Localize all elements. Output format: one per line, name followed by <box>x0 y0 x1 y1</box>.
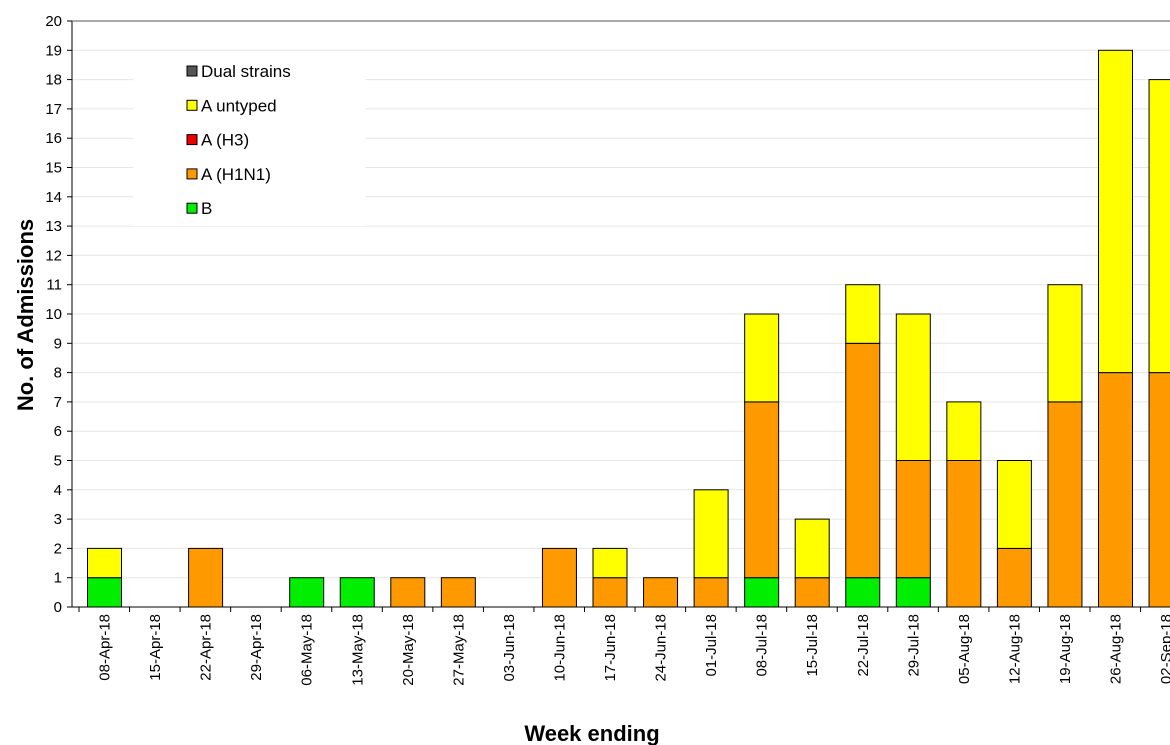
legend-swatch <box>186 168 198 180</box>
y-tick-label: 14 <box>45 189 62 206</box>
y-tick-label: 5 <box>54 453 62 470</box>
y-tick-label: 19 <box>45 42 62 59</box>
x-tick-label: 15-Apr-18 <box>147 614 164 681</box>
y-tick-label: 7 <box>54 394 62 411</box>
bar-segment <box>895 460 931 579</box>
bar-segment <box>693 577 729 608</box>
x-tick-label: 08-Apr-18 <box>97 614 114 681</box>
bar-segment <box>1098 49 1133 374</box>
x-tick-label: 22-Apr-18 <box>198 614 215 681</box>
y-tick-label: 4 <box>54 482 62 499</box>
bar-segment <box>541 547 577 608</box>
y-tick-label: 17 <box>45 101 62 118</box>
bars <box>87 49 1170 608</box>
bar-segment <box>794 577 830 608</box>
x-tick-label: 27-May-18 <box>450 614 467 686</box>
gridlines <box>72 20 1170 579</box>
y-axis-title: No. of Admissions <box>13 219 38 411</box>
bar-segment <box>87 547 122 579</box>
legend-label: A (H3) <box>201 131 249 150</box>
y-tick-label: 0 <box>54 599 62 616</box>
x-tick-label: 24-Jun-18 <box>653 614 670 682</box>
bar-segment <box>87 577 122 608</box>
axes <box>67 20 1170 612</box>
x-tick-label: 22-Jul-18 <box>855 614 872 677</box>
y-tick-label: 3 <box>54 511 62 528</box>
x-tick-label: 01-Jul-18 <box>703 614 720 677</box>
x-tick-label: 20-May-18 <box>400 614 417 686</box>
bar-segment <box>592 547 628 579</box>
bar-segment <box>693 489 729 579</box>
bar-segment <box>1098 372 1133 608</box>
bar-segment <box>845 342 881 579</box>
legend: Dual strains A untyped A (H3) A (H1N1) B <box>133 56 365 226</box>
x-axis-title: Week ending <box>524 721 659 745</box>
bar-segment <box>592 577 628 608</box>
bar-segment <box>946 460 982 608</box>
x-tick-label: 12-Aug-18 <box>1006 614 1023 684</box>
bar-segment <box>895 577 931 608</box>
y-tick-label: 6 <box>54 423 62 440</box>
bar-segment <box>643 577 679 608</box>
bar-segment <box>845 577 881 608</box>
x-tick-label: 13-May-18 <box>349 614 366 686</box>
x-tick-label: 29-Apr-18 <box>248 614 265 681</box>
x-tick-label: 15-Jul-18 <box>804 614 821 677</box>
bar-segment <box>744 401 780 579</box>
legend-label: A (H1N1) <box>201 165 271 184</box>
x-tick-label: 05-Aug-18 <box>956 614 973 684</box>
legend-swatch <box>186 134 198 146</box>
x-tick-label: 29-Jul-18 <box>905 614 922 677</box>
bar-segment <box>1047 401 1083 608</box>
x-tick-label: 06-May-18 <box>299 614 316 686</box>
x-tick-label: 10-Jun-18 <box>551 614 568 682</box>
x-tick-label: 19-Aug-18 <box>1057 614 1074 684</box>
y-tick-label: 16 <box>45 130 62 147</box>
bar-segment <box>794 518 830 579</box>
y-tick-label: 12 <box>45 247 62 264</box>
bar-segment <box>440 577 476 608</box>
bar-segment <box>1148 372 1170 608</box>
bar-segment <box>845 284 881 344</box>
y-tick-label: 8 <box>54 365 62 382</box>
y-tick-label: 13 <box>45 218 62 235</box>
bar-segment <box>744 313 780 403</box>
bar-segment <box>188 547 224 608</box>
y-tick-label: 1 <box>54 570 62 587</box>
y-tick-label: 11 <box>46 277 62 294</box>
bar-segment <box>390 577 426 608</box>
bar-segment <box>895 313 931 461</box>
legend-label: A untyped <box>201 96 277 115</box>
x-tick-label: 26-Aug-18 <box>1108 614 1125 684</box>
y-tick-label: 15 <box>45 160 62 177</box>
legend-swatch <box>186 65 198 77</box>
legend-label: Dual strains <box>201 62 291 81</box>
legend-swatch <box>186 99 198 111</box>
bar-segment <box>1047 284 1083 403</box>
legend-label: B <box>201 199 212 218</box>
legend-swatch <box>186 202 198 214</box>
x-tick-label: 17-Jun-18 <box>602 614 619 682</box>
y-tick-label: 18 <box>45 72 62 89</box>
bar-segment <box>946 401 982 461</box>
bar-segment <box>1148 79 1170 374</box>
legend-background <box>133 56 365 226</box>
y-tick-label: 9 <box>54 335 62 352</box>
x-tick-label: 02-Sep-18 <box>1158 614 1170 684</box>
y-tick-label: 2 <box>54 540 62 557</box>
bar-segment <box>996 460 1032 549</box>
x-tick-labels: 08-Apr-18 15-Apr-18 22-Apr-18 29-Apr-18 06-M… <box>97 614 1170 686</box>
x-tick-label: 03-Jun-18 <box>501 614 518 682</box>
x-tick-label: 08-Jul-18 <box>754 614 771 677</box>
bar-segment <box>744 577 780 608</box>
bar-segment <box>289 577 325 608</box>
y-tick-label: 20 <box>45 13 62 30</box>
y-tick-label: 10 <box>45 306 62 323</box>
bar-segment <box>339 577 375 608</box>
bar-segment <box>996 547 1032 608</box>
